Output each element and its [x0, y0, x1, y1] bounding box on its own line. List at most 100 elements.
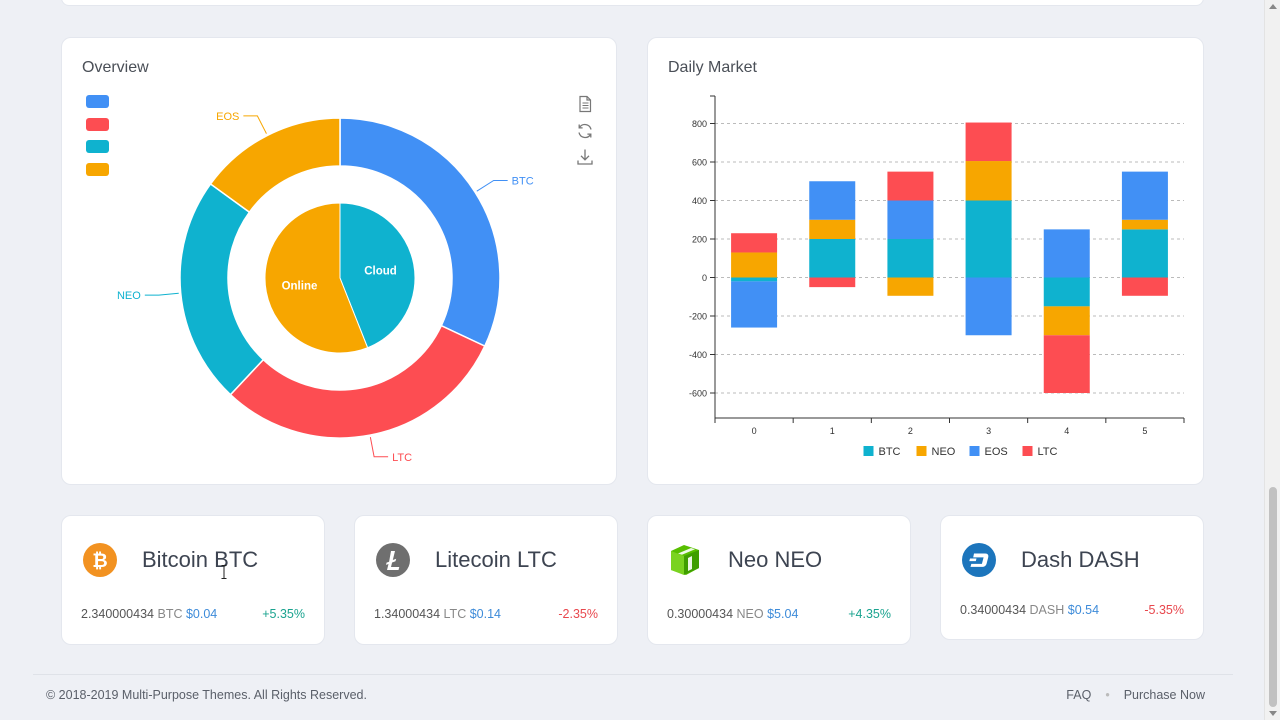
- bar-ltc-2[interactable]: [887, 171, 934, 201]
- overview-legend: [86, 95, 109, 185]
- scroll-down-arrow-icon[interactable]: [1269, 711, 1277, 716]
- x-tick-label: 5: [1142, 426, 1147, 436]
- bar-eos-1[interactable]: [809, 181, 856, 220]
- label-leader-ltc: [369, 437, 389, 458]
- bar-ltc-0[interactable]: [731, 233, 778, 253]
- coin-name: Neo NEO: [728, 547, 823, 572]
- chart-toolbox: [576, 95, 594, 175]
- legend-swatch: [969, 446, 980, 456]
- pie-slice-cloud[interactable]: [339, 202, 416, 349]
- overview-donut-chart[interactable]: BTC LTC NEO EOS Cloud Online: [62, 38, 618, 486]
- purchase-now-link[interactable]: Purchase Now: [1123, 688, 1205, 702]
- bar-eos-0[interactable]: [731, 281, 778, 328]
- legend-swatch: [1022, 446, 1033, 456]
- scroll-up-arrow-icon[interactable]: [1269, 4, 1277, 9]
- scrollbar-thumb[interactable]: [1269, 487, 1277, 707]
- y-tick-label: -200: [689, 312, 707, 322]
- bar-neo-3[interactable]: [965, 161, 1012, 201]
- legend-swatch: [863, 446, 874, 456]
- bar-ltc-1[interactable]: [809, 277, 856, 288]
- daily-market-title: Daily Market: [668, 59, 757, 76]
- pie-slice-online[interactable]: [264, 202, 369, 354]
- bar-ltc-3[interactable]: [965, 122, 1012, 162]
- bar-eos-5[interactable]: [1121, 171, 1168, 220]
- coin-card-ltc[interactable]: Litecoin LTC 1.34000434 LTC $0.14 -2.35%: [354, 515, 618, 645]
- refresh-icon[interactable]: [576, 122, 594, 140]
- x-tick-label: 0: [752, 426, 757, 436]
- coin-change: +5.35%: [262, 607, 305, 621]
- donut-label-ltc: LTC: [392, 452, 412, 464]
- footer-links: FAQ • Purchase Now: [1066, 688, 1205, 702]
- overview-title: Overview: [82, 59, 149, 76]
- text-cursor-icon: [221, 565, 227, 579]
- coin-unit: DASH: [1029, 603, 1065, 617]
- bar-btc-4[interactable]: [1043, 277, 1090, 307]
- donut-slice-btc[interactable]: [339, 117, 501, 348]
- bar-neo-2[interactable]: [887, 277, 934, 296]
- bar-eos-4[interactable]: [1043, 229, 1090, 278]
- coin-usd-value: $0.54: [1067, 603, 1100, 617]
- bar-btc-5[interactable]: [1121, 229, 1168, 278]
- page-scrollbar[interactable]: [1264, 0, 1280, 720]
- coin-balance: 0.34000434 DASH $0.54: [960, 603, 1099, 617]
- y-tick-label: -600: [689, 389, 707, 399]
- legend-swatch-neo[interactable]: [86, 140, 109, 153]
- legend-label: LTC: [1038, 446, 1058, 458]
- bar-eos-3[interactable]: [965, 277, 1012, 336]
- legend-swatch-btc[interactable]: [86, 95, 109, 108]
- bar-eos-2[interactable]: [887, 200, 934, 240]
- x-tick-label: 2: [908, 426, 913, 436]
- y-tick-label: 400: [692, 196, 707, 206]
- coin-card-neo[interactable]: Neo NEO 0.30000434 NEO $5.04 +4.35%: [647, 515, 911, 645]
- coin-change: +4.35%: [848, 607, 891, 621]
- neo-icon: [671, 545, 699, 575]
- legend-item-eos[interactable]: EOS: [969, 446, 1008, 458]
- overview-panel: Overview BTC LTC NEO EOS Cloud Online: [61, 37, 617, 485]
- coin-usd-value: $0.14: [469, 607, 501, 621]
- legend-item-ltc[interactable]: LTC: [1022, 446, 1058, 458]
- coin-name: Dash DASH: [1021, 547, 1140, 572]
- donut-slice-neo[interactable]: [179, 182, 265, 396]
- bar-btc-3[interactable]: [965, 200, 1012, 278]
- bitcoin-icon: ₿: [83, 543, 117, 577]
- bar-neo-5[interactable]: [1121, 219, 1168, 230]
- coin-card-btc[interactable]: ₿ Bitcoin BTC 2.340000434 BTC $0.04 +5.3…: [61, 515, 325, 645]
- svg-text:₿: ₿: [92, 550, 107, 572]
- bar-neo-1[interactable]: [809, 219, 856, 239]
- data-view-icon[interactable]: [576, 95, 594, 113]
- y-tick-label: 0: [702, 273, 707, 283]
- legend-swatch-eos[interactable]: [86, 162, 109, 176]
- bar-ltc-4[interactable]: [1043, 335, 1090, 393]
- coin-balance: 1.34000434 LTC $0.14: [374, 607, 501, 621]
- footer-divider: [33, 674, 1233, 675]
- faq-link[interactable]: FAQ: [1066, 688, 1092, 702]
- bar-btc-2[interactable]: [887, 239, 934, 278]
- legend-label: BTC: [879, 446, 901, 458]
- donut-label-neo: NEO: [117, 290, 141, 302]
- daily-market-panel: Daily Market 800 600 400 200 0 -200 -400 -600 0 1…: [647, 37, 1204, 485]
- legend-item-neo[interactable]: NEO: [916, 446, 956, 458]
- coin-change: -5.35%: [1144, 603, 1184, 617]
- coin-name: Litecoin LTC: [435, 547, 557, 572]
- y-tick-label: 600: [692, 158, 707, 168]
- legend-item-btc[interactable]: BTC: [863, 446, 901, 458]
- dash-icon: [962, 543, 996, 577]
- coin-change: -2.35%: [558, 607, 598, 621]
- x-tick-label: 3: [986, 426, 991, 436]
- bar-ltc-5[interactable]: [1121, 277, 1168, 296]
- coin-balance: 2.340000434 BTC $0.04: [81, 607, 217, 621]
- download-icon[interactable]: [576, 148, 594, 166]
- bar-neo-4[interactable]: [1043, 306, 1090, 336]
- coin-card-dash[interactable]: Dash DASH 0.34000434 DASH $0.54 -5.35%: [940, 515, 1204, 640]
- legend-swatch-ltc[interactable]: [86, 117, 109, 131]
- coin-usd-value: $0.04: [185, 607, 218, 621]
- top-card-edge: [61, 0, 1204, 6]
- coin-unit: BTC: [157, 607, 183, 621]
- bar-btc-0[interactable]: [731, 277, 778, 282]
- bar-btc-1[interactable]: [809, 239, 856, 278]
- coin-amount: 0.34000434: [960, 603, 1027, 617]
- donut-slice-ltc[interactable]: [229, 324, 486, 439]
- bar-neo-0[interactable]: [731, 252, 778, 278]
- daily-market-bar-chart[interactable]: 800 600 400 200 0 -200 -400 -600 0 1 2 3 4 5 BTC NEO EOS…: [648, 38, 1205, 486]
- donut-slice-eos[interactable]: [209, 117, 341, 214]
